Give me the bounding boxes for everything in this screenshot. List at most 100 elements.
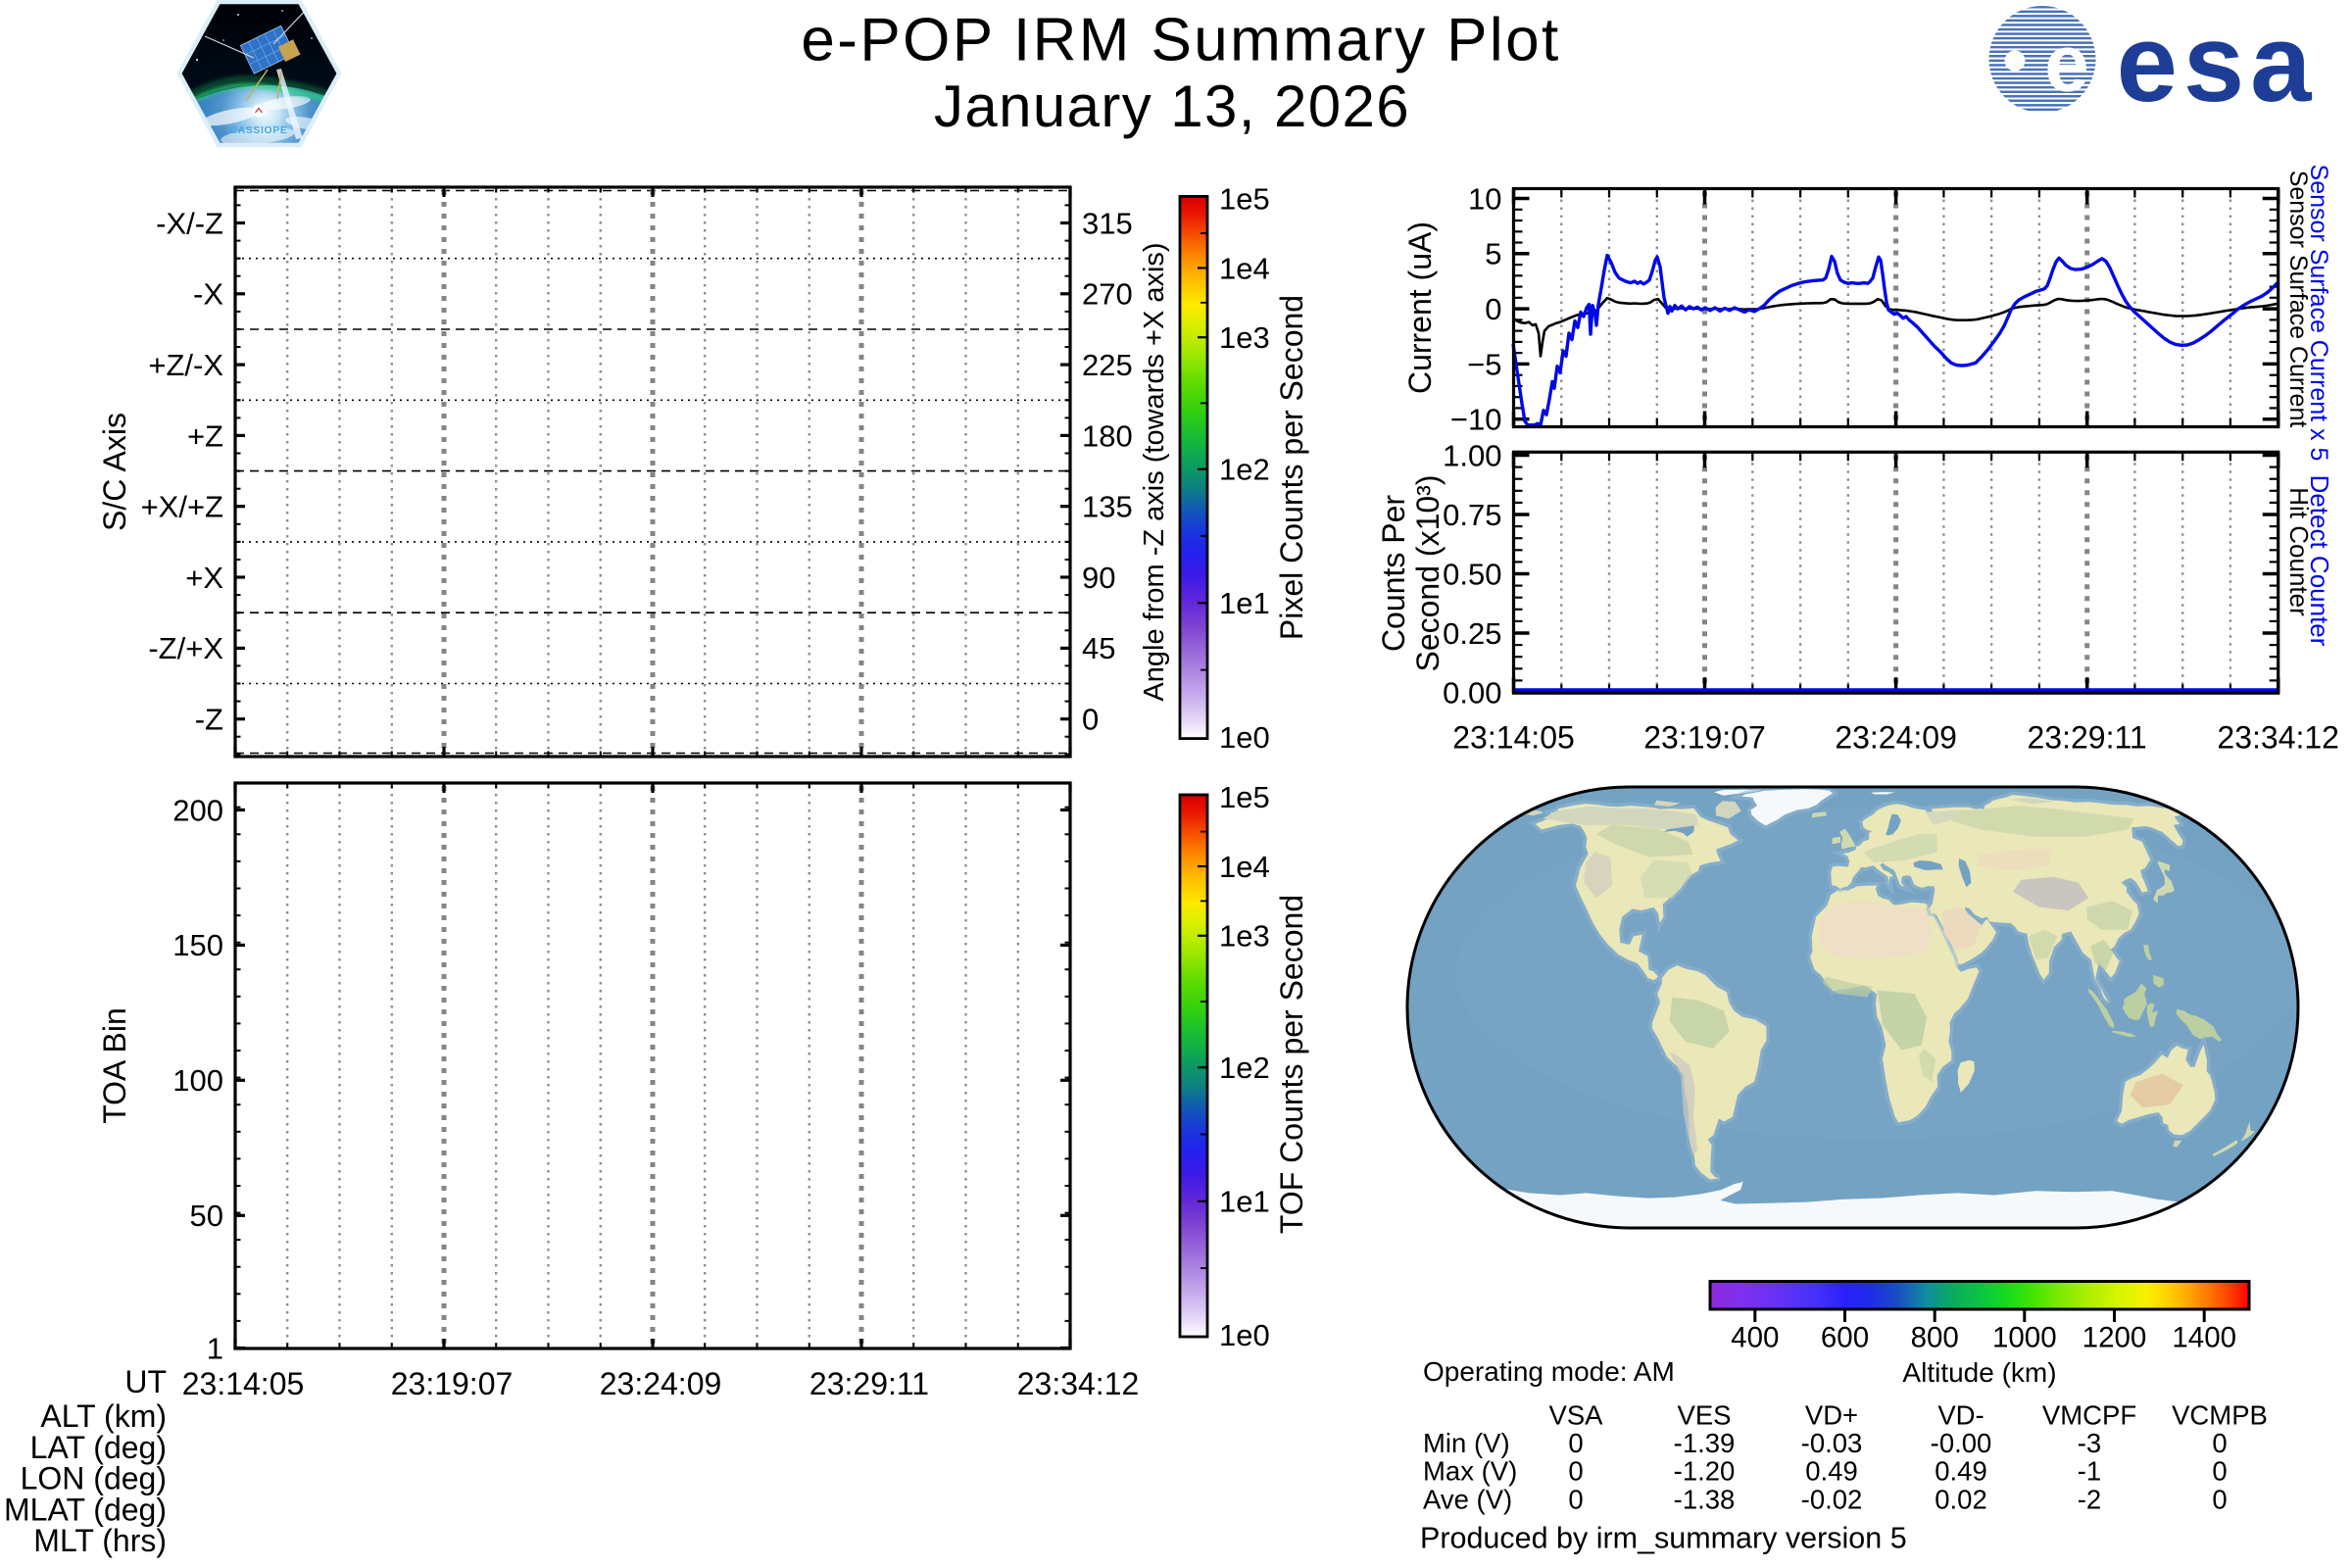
svg-text:Min (V): Min (V) (1423, 1428, 1510, 1458)
svg-text:1200: 1200 (2082, 1321, 2147, 1353)
svg-text:CASSIOPE: CASSIOPE (229, 124, 287, 136)
svg-text:1e4: 1e4 (1219, 850, 1270, 884)
svg-text:50: 50 (190, 1199, 223, 1233)
svg-text:-0.02: -0.02 (1801, 1485, 1863, 1515)
svg-text:VCMPB: VCMPB (2172, 1400, 2268, 1431)
svg-text:0: 0 (1568, 1428, 1583, 1458)
svg-text:1e2: 1e2 (1219, 453, 1270, 487)
svg-text:Produced by irm_summary versio: Produced by irm_summary version 5 (1420, 1522, 1907, 1555)
svg-text:1e0: 1e0 (1219, 720, 1270, 755)
svg-text:+X/+Z: +X/+Z (141, 490, 223, 524)
svg-text:0: 0 (1568, 1485, 1583, 1515)
svg-text:January 13, 2026: January 13, 2026 (934, 74, 1410, 139)
svg-text:Altitude (km): Altitude (km) (1902, 1357, 2056, 1388)
svg-text:esa: esa (2117, 2, 2318, 124)
svg-text:0: 0 (2212, 1428, 2227, 1458)
svg-text:-0.03: -0.03 (1801, 1428, 1863, 1458)
svg-text:315: 315 (1082, 206, 1133, 240)
svg-text:0.49: 0.49 (1805, 1456, 1858, 1487)
svg-text:VD+: VD+ (1805, 1400, 1858, 1431)
svg-text:0.25: 0.25 (1443, 616, 1501, 651)
svg-text:UT: UT (124, 1364, 167, 1399)
svg-text:LON (deg): LON (deg) (21, 1461, 167, 1496)
svg-text:-3: -3 (2078, 1428, 2101, 1458)
svg-text:Pixel Counts per Second: Pixel Counts per Second (1274, 295, 1309, 640)
svg-text:180: 180 (1082, 418, 1133, 453)
svg-text:1e3: 1e3 (1219, 919, 1270, 954)
svg-text:23:14:05: 23:14:05 (182, 1366, 305, 1401)
svg-text:-X/-Z: -X/-Z (156, 206, 223, 240)
svg-text:1e4: 1e4 (1219, 251, 1270, 285)
svg-text:Detect Counter: Detect Counter (2305, 475, 2334, 647)
svg-text:MLT (hrs): MLT (hrs) (33, 1523, 167, 1558)
svg-text:0: 0 (2212, 1456, 2227, 1487)
svg-text:-Z: -Z (195, 703, 223, 737)
svg-text:1e5: 1e5 (1219, 780, 1270, 814)
svg-text:1e2: 1e2 (1219, 1051, 1270, 1085)
svg-text:TOA Bin: TOA Bin (97, 1007, 132, 1124)
svg-text:-1.39: -1.39 (1674, 1428, 1736, 1458)
svg-text:-2: -2 (2078, 1485, 2101, 1515)
svg-text:S/C Axis: S/C Axis (97, 413, 132, 531)
svg-text:-Z/+X: -Z/+X (148, 631, 223, 665)
svg-text:-0.00: -0.00 (1931, 1428, 1992, 1458)
svg-text:Angle from -Z axis (towards +X: Angle from -Z axis (towards +X axis) (1139, 242, 1170, 701)
svg-text:0: 0 (1082, 703, 1099, 737)
svg-text:1e5: 1e5 (1219, 182, 1270, 217)
svg-text:-1: -1 (2078, 1456, 2101, 1487)
svg-text:90: 90 (1082, 561, 1115, 595)
svg-text:+Z/-X: +Z/-X (148, 348, 223, 382)
svg-text:+X: +X (185, 561, 223, 595)
svg-text:0: 0 (2212, 1485, 2227, 1515)
svg-text:e: e (2044, 20, 2089, 109)
svg-text:23:34:12: 23:34:12 (2217, 720, 2339, 756)
svg-text:Sensor Surface Current: Sensor Surface Current (2284, 171, 2312, 428)
svg-text:150: 150 (172, 928, 223, 962)
svg-text:23:24:09: 23:24:09 (600, 1366, 722, 1401)
svg-text:23:24:09: 23:24:09 (1835, 720, 1957, 756)
svg-text:VMCPF: VMCPF (2042, 1400, 2136, 1431)
svg-text:0.02: 0.02 (1935, 1485, 1987, 1515)
svg-text:-X: -X (193, 277, 223, 312)
svg-text:270: 270 (1082, 277, 1133, 312)
svg-text:23:19:07: 23:19:07 (1643, 720, 1766, 756)
svg-text:+Z: +Z (187, 418, 223, 453)
svg-text:23:14:05: 23:14:05 (1452, 720, 1575, 756)
svg-text:Counts Per: Counts Per (1376, 495, 1411, 652)
svg-text:1e0: 1e0 (1219, 1318, 1270, 1352)
svg-text:Hit Counter: Hit Counter (2284, 487, 2314, 616)
svg-text:e-POP IRM Summary Plot: e-POP IRM Summary Plot (801, 7, 1560, 74)
svg-text:VD-: VD- (1937, 1400, 1984, 1431)
svg-text:0.50: 0.50 (1443, 557, 1501, 591)
svg-text:1000: 1000 (1992, 1321, 2057, 1353)
svg-text:Current (uA): Current (uA) (1402, 221, 1438, 394)
svg-text:10: 10 (1468, 181, 1501, 216)
svg-text:0.49: 0.49 (1935, 1456, 1987, 1487)
svg-text:100: 100 (172, 1063, 223, 1098)
svg-text:225: 225 (1082, 348, 1133, 382)
svg-text:23:29:11: 23:29:11 (809, 1366, 929, 1401)
svg-text:135: 135 (1082, 490, 1133, 524)
svg-text:0.75: 0.75 (1443, 498, 1501, 532)
svg-text:TOF Counts per Second: TOF Counts per Second (1274, 895, 1309, 1234)
svg-text:800: 800 (1911, 1321, 1959, 1353)
svg-text:1400: 1400 (2172, 1321, 2236, 1353)
svg-text:−10: −10 (1450, 403, 1502, 437)
svg-text:1.00: 1.00 (1443, 438, 1501, 472)
svg-text:−5: −5 (1467, 347, 1501, 381)
svg-text:400: 400 (1731, 1321, 1779, 1353)
svg-text:Ave (V): Ave (V) (1423, 1485, 1512, 1515)
svg-text:Operating mode: AM: Operating mode: AM (1423, 1356, 1675, 1387)
svg-text:Second (x10³): Second (x10³) (1410, 475, 1446, 672)
svg-text:1: 1 (207, 1331, 223, 1365)
svg-text:5: 5 (1485, 237, 1501, 271)
svg-text:VSA: VSA (1548, 1400, 1603, 1431)
svg-text:23:19:07: 23:19:07 (391, 1366, 514, 1401)
svg-text:Max (V): Max (V) (1423, 1456, 1517, 1487)
svg-text:Sensor Surface Current x 5: Sensor Surface Current x 5 (2305, 165, 2332, 462)
svg-text:MLAT (deg): MLAT (deg) (4, 1493, 167, 1528)
svg-text:-1.20: -1.20 (1674, 1456, 1736, 1487)
svg-text:VES: VES (1677, 1400, 1731, 1431)
svg-text:LAT (deg): LAT (deg) (30, 1430, 167, 1465)
svg-text:1e1: 1e1 (1219, 586, 1270, 620)
